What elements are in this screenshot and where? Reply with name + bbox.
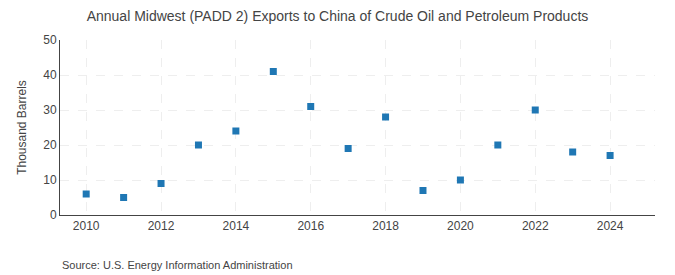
svg-text:30: 30 (43, 103, 57, 117)
svg-text:2016: 2016 (297, 219, 324, 233)
svg-text:2018: 2018 (372, 219, 399, 233)
svg-text:0: 0 (50, 208, 57, 222)
svg-text:2014: 2014 (223, 219, 250, 233)
svg-text:2024: 2024 (597, 219, 624, 233)
svg-text:2020: 2020 (447, 219, 474, 233)
svg-text:10: 10 (43, 173, 57, 187)
svg-text:Annual Midwest (PADD 2) Export: Annual Midwest (PADD 2) Exports to China… (87, 8, 589, 24)
svg-text:2010: 2010 (73, 219, 100, 233)
svg-text:50: 50 (43, 33, 57, 47)
svg-text:40: 40 (43, 68, 57, 82)
svg-text:Thousand Barrels: Thousand Barrels (15, 80, 29, 175)
svg-text:2012: 2012 (148, 219, 175, 233)
svg-text:Source: U.S. Energy Informatio: Source: U.S. Energy Information Administ… (62, 259, 293, 271)
svg-text:20: 20 (43, 138, 57, 152)
svg-text:2022: 2022 (522, 219, 549, 233)
